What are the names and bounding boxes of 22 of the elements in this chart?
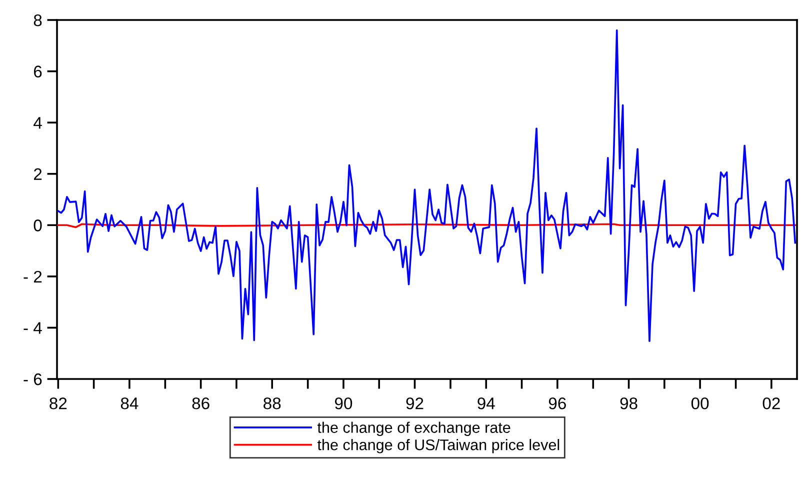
- x-tick-label: 82: [50, 397, 67, 410]
- y-tick-label: 6: [34, 66, 42, 78]
- legend-label: the change of US/Taiwan price level: [317, 439, 560, 454]
- x-tick-label: 88: [264, 397, 281, 410]
- y-tick-label: - 4: [24, 322, 42, 334]
- x-tick-label: 98: [620, 397, 638, 410]
- legend-label: the change of exchange rate: [317, 422, 510, 436]
- y-tick-label: 4: [34, 117, 42, 129]
- x-tick-label: 94: [478, 397, 495, 410]
- x-tick-label: 96: [548, 397, 566, 410]
- line-series: [57, 29, 796, 342]
- y-tick-label: - 2: [24, 270, 42, 282]
- x-tick-label: 00: [691, 397, 709, 410]
- x-tick-label: 84: [120, 397, 138, 410]
- y-tick-label: 0: [34, 220, 42, 232]
- y-tick-label: 2: [34, 168, 42, 180]
- x-tick-label: 90: [334, 397, 352, 410]
- x-tick-label: 86: [192, 397, 210, 410]
- x-tick-label: 92: [406, 397, 424, 410]
- y-tick-label: - 6: [24, 373, 42, 386]
- y-tick-label: 8: [34, 14, 42, 26]
- x-tick-label: 02: [762, 397, 780, 410]
